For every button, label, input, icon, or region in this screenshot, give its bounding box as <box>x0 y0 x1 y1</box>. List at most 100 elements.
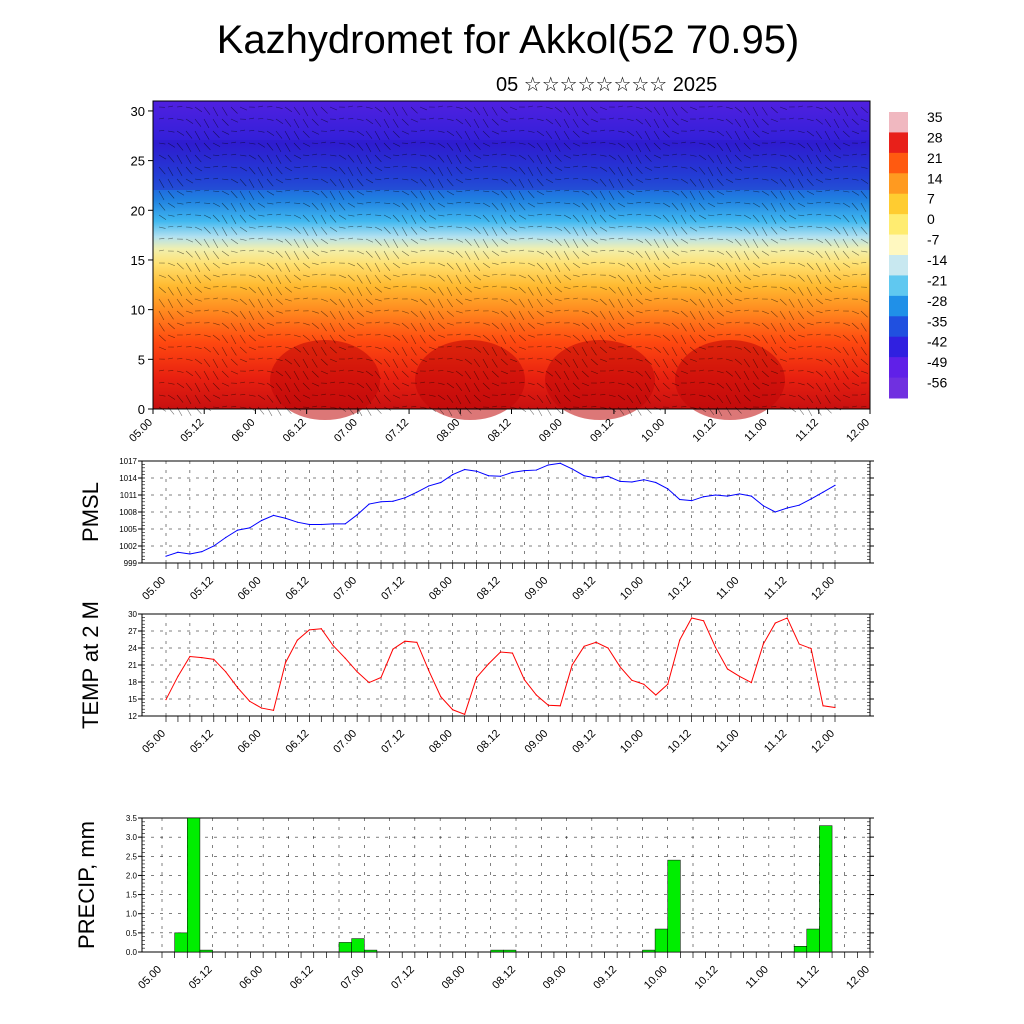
wind-barb <box>248 346 257 351</box>
wind-barb <box>311 153 318 156</box>
wind-barb <box>248 310 255 321</box>
wind-barb <box>797 262 806 267</box>
wind-barb <box>590 190 598 199</box>
wind-barb <box>734 166 743 171</box>
wind-barb <box>212 154 220 156</box>
wind-barb <box>212 177 219 180</box>
wind-barb <box>221 262 229 266</box>
wind-barb <box>428 382 435 384</box>
wind-barb <box>815 250 823 259</box>
wind-barb <box>806 298 814 308</box>
wind-barb <box>347 394 356 400</box>
wind-barb <box>599 322 606 333</box>
y-tick-label: 2.0 <box>126 871 138 880</box>
wind-barb <box>437 357 443 360</box>
temp-point <box>535 694 537 696</box>
pmsl-point <box>189 553 191 555</box>
wind-barb <box>743 370 750 381</box>
x-tick-label: 08.00 <box>427 575 455 603</box>
wind-barb <box>392 214 400 223</box>
wind-barb <box>257 274 265 282</box>
wind-barb <box>365 298 374 305</box>
wind-barb <box>815 226 823 229</box>
wind-barb <box>230 106 238 114</box>
wind-barb <box>230 298 238 302</box>
wind-barb <box>626 382 635 389</box>
wind-barb <box>671 153 678 156</box>
wind-barb <box>347 226 354 228</box>
wind-barb <box>797 406 805 416</box>
wind-barb <box>437 214 445 217</box>
pmsl-point <box>272 514 275 517</box>
temp-point <box>619 666 621 668</box>
wind-barb <box>743 154 752 159</box>
wind-barb <box>230 310 238 317</box>
wind-barb <box>599 238 607 241</box>
wind-barb <box>860 346 867 356</box>
wind-barb <box>176 142 184 151</box>
wind-barb <box>797 394 806 401</box>
wind-barb <box>464 286 473 293</box>
wind-barb <box>536 322 544 326</box>
x-tick-label: 08.12 <box>486 417 514 445</box>
wind-barb <box>203 106 211 115</box>
wind-barb <box>491 382 500 387</box>
wind-barb <box>428 310 435 321</box>
wind-barb <box>491 370 499 378</box>
wind-barb <box>671 166 678 168</box>
wind-barb <box>410 358 418 366</box>
wind-barb <box>509 250 516 252</box>
wind-barb <box>383 118 390 129</box>
wind-barb <box>320 346 327 356</box>
wind-barb <box>401 202 409 211</box>
wind-barb <box>284 201 291 204</box>
wind-barb <box>680 250 688 253</box>
pmsl-point <box>476 470 478 472</box>
wind-barb <box>590 298 598 303</box>
wind-barb <box>248 334 256 342</box>
wind-barb <box>167 226 174 228</box>
wind-barb <box>644 321 650 324</box>
wind-barb <box>392 238 399 249</box>
wind-barb <box>410 298 418 302</box>
pmsl-point <box>798 504 800 506</box>
y-tick-label: 30 <box>131 104 145 119</box>
wind-barb <box>770 141 776 144</box>
wind-barb <box>248 249 254 252</box>
x-tick-label: 12.00 <box>809 728 837 756</box>
wind-barb <box>176 358 183 360</box>
wind-barb <box>185 166 193 175</box>
wind-barb <box>194 370 202 379</box>
wind-barb <box>797 202 806 208</box>
wind-barb <box>284 189 291 192</box>
wind-barb <box>662 382 670 390</box>
wind-barb <box>716 370 724 374</box>
temp-point <box>547 704 549 706</box>
wind-barb <box>347 334 355 338</box>
wind-barb <box>860 166 868 169</box>
wind-barb <box>293 394 301 402</box>
wind-barb <box>185 406 192 416</box>
wind-barb <box>833 346 841 354</box>
wind-barb <box>617 130 625 133</box>
wind-barb <box>401 190 410 196</box>
pmsl-point <box>595 477 597 479</box>
wind-barb <box>635 166 643 174</box>
wind-barb <box>275 250 283 258</box>
wind-barb <box>608 334 616 341</box>
wind-barb <box>248 382 255 384</box>
wind-barb <box>644 274 652 283</box>
wind-barb <box>608 322 615 332</box>
wind-barb <box>374 226 383 231</box>
wind-barb <box>347 118 354 120</box>
wind-barb <box>797 154 805 163</box>
wind-barb <box>257 298 264 309</box>
wind-barb <box>158 130 165 132</box>
wind-barb <box>509 190 516 200</box>
temp-point <box>714 646 717 649</box>
wind-barb <box>707 237 714 240</box>
wind-barb <box>383 274 392 281</box>
wind-barb <box>482 262 491 269</box>
wind-barb <box>374 166 383 172</box>
wind-barb <box>761 405 767 408</box>
